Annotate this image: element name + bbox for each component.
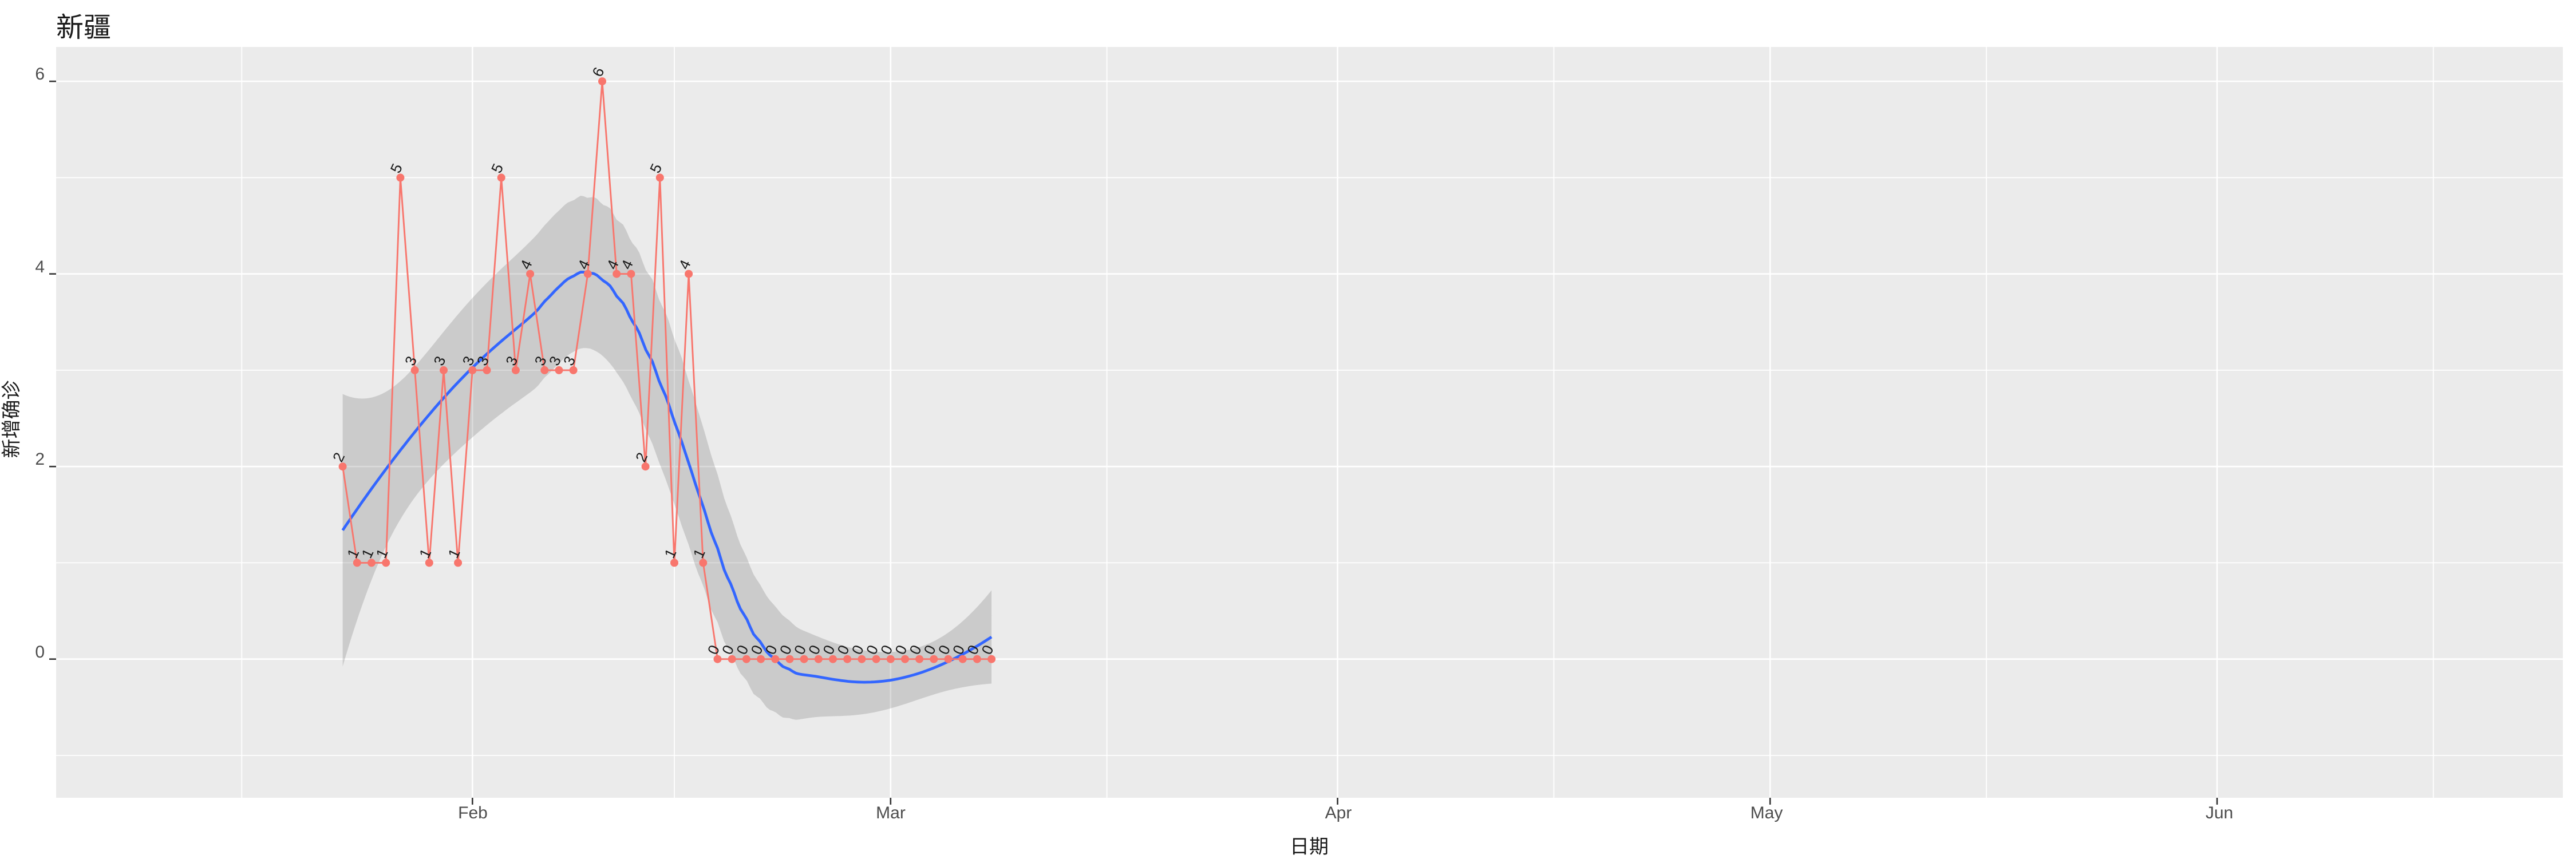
- svg-text:1: 1: [416, 546, 434, 561]
- svg-text:5: 5: [387, 161, 406, 176]
- svg-text:4: 4: [675, 257, 694, 272]
- svg-text:5: 5: [646, 161, 665, 176]
- svg-text:5: 5: [488, 161, 507, 176]
- svg-text:1: 1: [444, 546, 463, 561]
- svg-text:1: 1: [661, 546, 679, 561]
- svg-text:6: 6: [588, 65, 607, 80]
- svg-text:2: 2: [632, 450, 651, 465]
- svg-text:3: 3: [401, 354, 420, 369]
